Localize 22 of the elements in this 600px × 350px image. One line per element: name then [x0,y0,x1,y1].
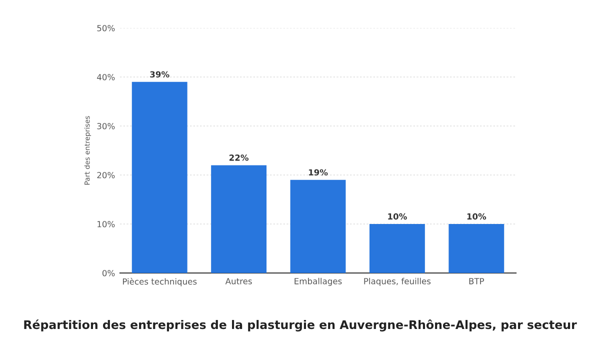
x-tick-label: Emballages [294,278,342,286]
y-tick-label: 30% [97,122,115,130]
x-tick-label: Plaques, feuilles [364,278,431,286]
y-tick-label: 20% [97,172,115,178]
y-tick-label: 0% [102,270,115,276]
bar [369,224,425,273]
x-tick-label: BTP [469,278,484,284]
data-label: 10% [388,213,407,220]
data-label: 19% [308,169,328,176]
data-label: 39% [150,71,170,78]
y-tick-label: 10% [98,220,115,228]
data-label: 10% [467,213,486,220]
x-tick-label: Pièces techniques [122,278,197,286]
bar [211,165,267,273]
y-tick-label: 50% [97,24,115,32]
bar [448,224,504,273]
data-label: 22% [229,154,249,161]
y-tick-label: 40% [97,74,115,80]
x-tick-label: Autres [225,278,252,284]
bar [132,82,188,273]
text: Répartition des entreprises de la plasturgie en Auvergne-Rhône-Alpes, par secteur [24,320,577,332]
bar [290,180,346,273]
